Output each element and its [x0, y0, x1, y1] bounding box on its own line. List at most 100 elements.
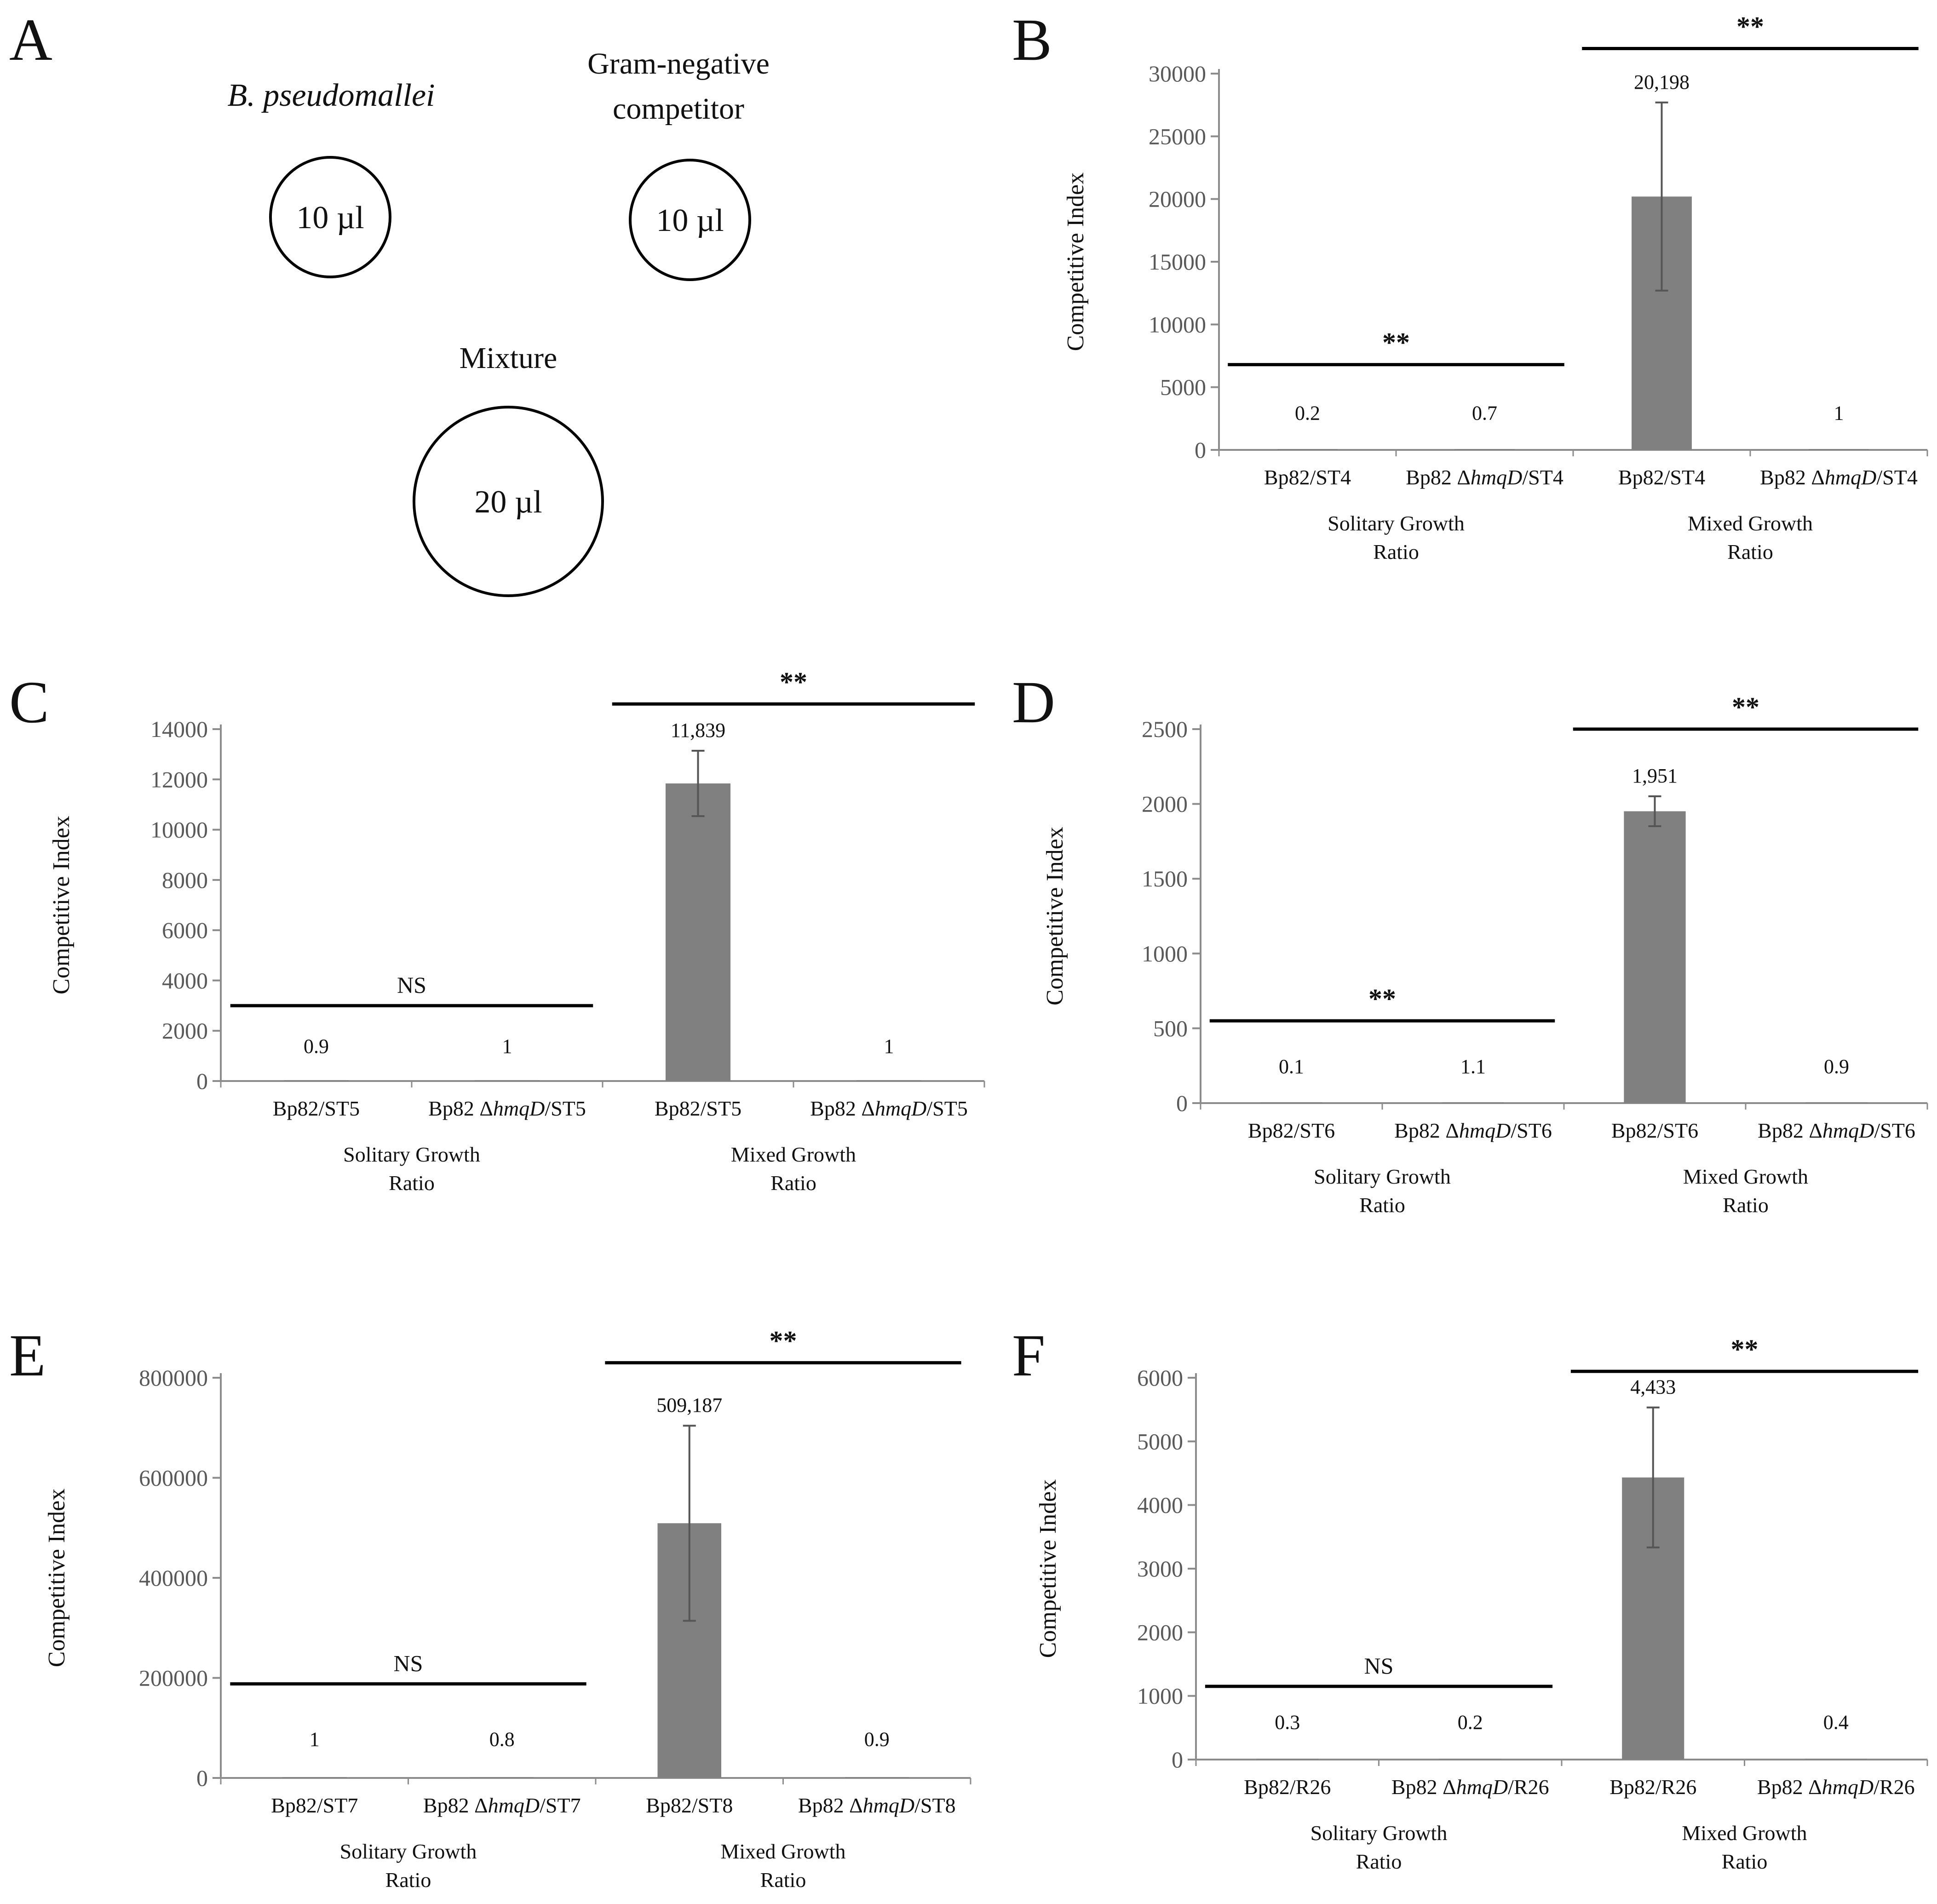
bar-f-1 [1439, 1759, 1501, 1760]
value-label-d: 1.1 [1460, 1055, 1486, 1078]
bar-d-2 [1624, 811, 1686, 1103]
panel-c-chart: C 0 2000 4000 6000 8000 10000 12000 14000 Competi… [9, 667, 985, 1195]
significance-label-b: ** [1382, 328, 1410, 358]
value-label-f: 0.4 [1823, 1711, 1849, 1734]
category-label-c: Bp82/ST5 [655, 1097, 741, 1120]
category-label-c: Bp82 ΔhmqD/ST5 [810, 1097, 968, 1120]
y-tick-label-b: 5000 [1160, 374, 1206, 400]
category-label-b: Bp82/ST4 [1618, 466, 1705, 489]
y-tick-label-c: 14000 [150, 716, 208, 742]
competitor-volume: 10 µl [656, 203, 724, 238]
mixture-label: Mixture [460, 341, 558, 375]
bar-c-1 [474, 1080, 540, 1081]
group-label-c: Ratio [389, 1171, 435, 1195]
y-tick-label-c: 2000 [162, 1018, 208, 1044]
category-label-f: Bp82 ΔhmqD/R26 [1391, 1775, 1549, 1799]
y-tick-label-b: 20000 [1149, 186, 1206, 212]
value-label-e: 1 [310, 1728, 320, 1750]
value-label-b: 0.2 [1295, 402, 1320, 425]
y-tick-label-e: 800000 [139, 1365, 208, 1391]
significance-label-d: ** [1732, 692, 1759, 722]
significance-label-c: ** [780, 667, 807, 697]
y-tick-label-f: 1000 [1137, 1683, 1183, 1709]
value-label-c: 11,839 [671, 719, 725, 742]
category-label-e: Bp82/ST8 [646, 1794, 733, 1817]
y-axis-label-e: Competitive Index [44, 1489, 70, 1667]
category-label-e: Bp82 ΔhmqD/ST7 [423, 1794, 581, 1817]
value-label-e: 0.8 [489, 1728, 515, 1750]
panel-a: A B. pseudomallei Gram-negative competit… [9, 7, 770, 597]
group-label-d: Solitary Growth [1314, 1165, 1451, 1188]
category-label-f: Bp82/R26 [1609, 1775, 1696, 1799]
value-label-b: 1 [1834, 402, 1844, 425]
category-label-e: Bp82/ST7 [271, 1794, 358, 1817]
bp-volume: 10 µl [296, 200, 364, 236]
bar-e-1 [470, 1777, 534, 1778]
group-label-f: Ratio [1356, 1850, 1402, 1873]
y-tick-label-b: 0 [1195, 437, 1206, 463]
mixture-drop-circle [413, 406, 604, 597]
group-label-c: Mixed Growth [731, 1143, 856, 1166]
y-tick-label-d: 1500 [1142, 866, 1188, 892]
y-tick-label-e: 200000 [139, 1665, 208, 1691]
y-tick-label-c: 6000 [162, 917, 208, 943]
value-label-d: 0.9 [1824, 1055, 1849, 1078]
category-label-f: Bp82/R26 [1244, 1775, 1331, 1799]
bar-b-3 [1809, 449, 1869, 450]
y-tick-label-c: 0 [196, 1068, 208, 1094]
significance-label-b: ** [1736, 11, 1764, 41]
panel-letter-d: D [1012, 669, 1055, 736]
panel-letter-b: B [1012, 7, 1052, 73]
value-label-d: 0.1 [1279, 1055, 1304, 1078]
group-label-d: Mixed Growth [1683, 1165, 1808, 1188]
bar-b-0 [1277, 449, 1338, 450]
significance-label-e: NS [394, 1651, 423, 1676]
group-label-d: Ratio [1723, 1193, 1769, 1217]
group-label-b: Ratio [1373, 540, 1419, 564]
value-label-b: 0.7 [1472, 402, 1497, 425]
y-tick-label-f: 3000 [1137, 1556, 1183, 1582]
competitor-drop-circle [629, 159, 751, 281]
value-label-f: 0.2 [1458, 1711, 1483, 1734]
category-label-d: Bp82/ST6 [1611, 1119, 1698, 1142]
y-tick-label-f: 2000 [1137, 1619, 1183, 1645]
bar-c-2 [665, 783, 731, 1081]
bar-d-1 [1442, 1102, 1504, 1103]
category-label-d: Bp82 ΔhmqD/ST6 [1394, 1119, 1552, 1142]
bar-f-3 [1805, 1759, 1867, 1760]
panel-letter-f: F [1012, 1323, 1045, 1389]
group-label-f: Mixed Growth [1682, 1821, 1807, 1845]
bp-label: B. pseudomallei [227, 78, 435, 113]
significance-label-f: NS [1364, 1653, 1394, 1679]
y-tick-label-e: 600000 [139, 1465, 208, 1491]
y-tick-label-c: 4000 [162, 967, 208, 993]
y-tick-label-f: 5000 [1137, 1428, 1183, 1454]
panel-letter-e: E [9, 1323, 46, 1389]
bar-d-0 [1260, 1102, 1322, 1103]
y-tick-label-b: 25000 [1149, 123, 1206, 149]
y-axis-label-d: Competitive Index [1042, 827, 1068, 1005]
competitor-label-line1: Gram-negative [587, 47, 770, 81]
group-label-f: Solitary Growth [1310, 1821, 1448, 1845]
bar-d-3 [1805, 1102, 1868, 1103]
category-label-b: Bp82 ΔhmqD/ST4 [1406, 466, 1563, 489]
y-axis-label-c: Competitive Index [48, 816, 75, 994]
mixture-volume: 20 µl [474, 484, 542, 520]
value-label-d: 1,951 [1632, 765, 1678, 787]
y-tick-label-d: 500 [1153, 1015, 1188, 1041]
bp-drop-circle [269, 156, 391, 278]
group-label-d: Ratio [1359, 1193, 1405, 1217]
y-tick-label-c: 12000 [150, 766, 208, 792]
bar-c-3 [856, 1080, 922, 1081]
panel-letter-a: A [9, 7, 52, 73]
category-label-d: Bp82/ST6 [1248, 1119, 1335, 1142]
significance-label-f: ** [1731, 1334, 1759, 1364]
group-label-b: Ratio [1727, 540, 1773, 564]
value-label-e: 509,187 [656, 1394, 722, 1416]
panel-letter-c: C [9, 669, 49, 736]
value-label-c: 1 [502, 1035, 512, 1058]
category-label-b: Bp82 ΔhmqD/ST4 [1760, 466, 1918, 489]
bar-e-3 [845, 1777, 909, 1778]
category-label-d: Bp82 ΔhmqD/ST6 [1758, 1119, 1915, 1142]
